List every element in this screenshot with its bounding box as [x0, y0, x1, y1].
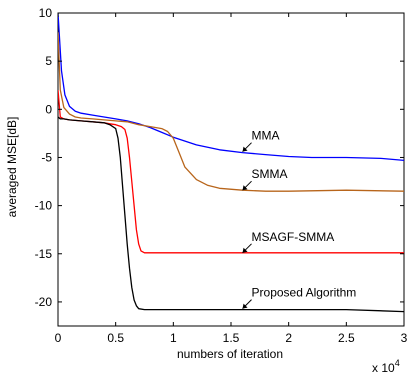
x-axis-label: numbers of iteration	[177, 347, 283, 361]
series-line-smma	[58, 32, 404, 192]
annotation-arrowhead-smma	[242, 185, 248, 191]
annotation-label-proposed-algorithm: Proposed Algorithm	[252, 286, 357, 300]
series-line-mma	[58, 13, 404, 162]
y-axis-label: averaged MSE[dB]	[5, 117, 19, 218]
x-tick-label: 2.5	[338, 331, 355, 345]
x-axis-multiplier: x 104	[372, 358, 400, 375]
annotation-arrowhead-mma	[242, 146, 248, 152]
annotation-label-smma: SMMA	[252, 167, 288, 181]
y-tick-label: -15	[35, 247, 53, 261]
plot-area	[57, 12, 405, 327]
y-tick-label: -20	[35, 295, 53, 309]
y-tick-label: 10	[39, 6, 53, 20]
x-axis-multiplier-exponent: 4	[395, 358, 400, 368]
y-tick-label: -5	[41, 150, 52, 164]
annotation-label-mma: MMA	[252, 129, 280, 143]
x-tick-label: 2	[285, 331, 292, 345]
x-axis-multiplier-base: x 10	[372, 361, 395, 375]
x-tick-label: 1.5	[223, 331, 240, 345]
x-tick-label: 1	[170, 331, 177, 345]
annotation-label-msagf-smma: MSAGF-SMMA	[252, 230, 335, 244]
y-tick-label: 5	[45, 54, 52, 68]
x-tick-label: 3	[401, 331, 408, 345]
annotation-arrowhead-proposed-algorithm	[242, 303, 248, 309]
y-tick-label: -10	[35, 199, 53, 213]
series-line-proposed-algorithm	[58, 116, 404, 313]
annotation-arrowhead-msagf-smma	[242, 247, 248, 253]
y-tick-label: 0	[45, 102, 52, 116]
x-tick-label: 0.5	[107, 331, 124, 345]
x-tick-label: 0	[55, 331, 62, 345]
